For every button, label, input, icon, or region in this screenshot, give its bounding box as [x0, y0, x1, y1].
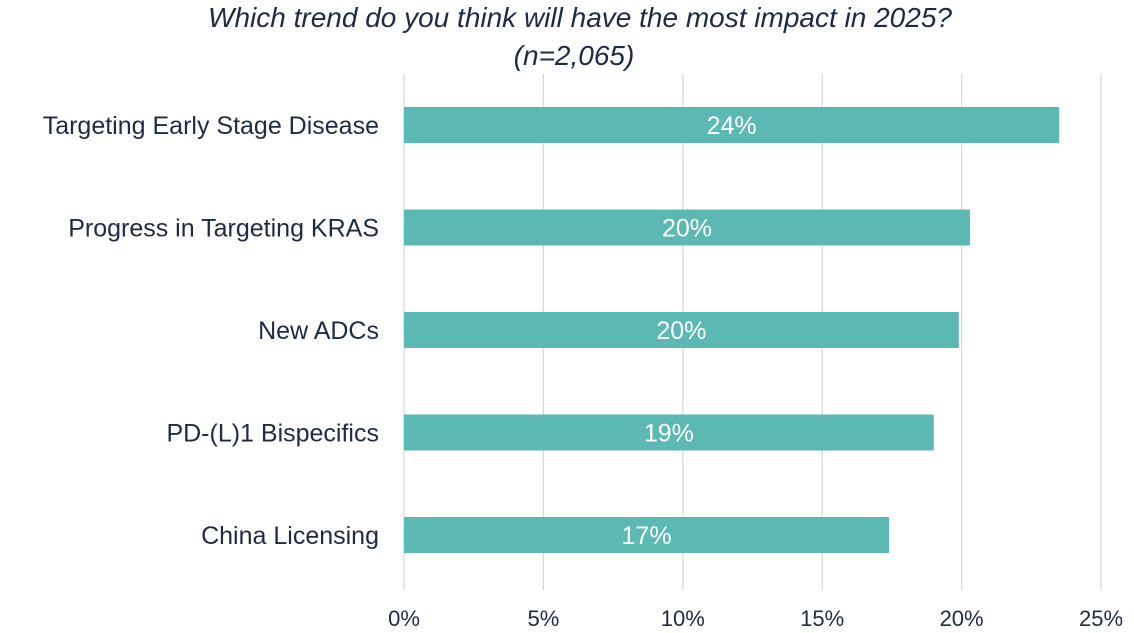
- x-tick-label: 0%: [388, 606, 420, 631]
- category-labels: Targeting Early Stage Disease Progress in…: [43, 112, 379, 550]
- bar-3: [404, 414, 934, 451]
- bar-0: [404, 107, 1060, 143]
- bar-2: [404, 312, 959, 348]
- data-label: 17%: [622, 522, 672, 550]
- chart-subtitle: (n=2,065): [514, 40, 635, 71]
- bar-1: [404, 209, 970, 246]
- bars: 24% 20% 20% 19% 17%: [404, 107, 1060, 553]
- data-label: 24%: [707, 112, 757, 140]
- x-tick-label: 5%: [528, 606, 560, 631]
- data-label: 19%: [644, 420, 694, 448]
- category-label: Progress in Targeting KRAS: [68, 215, 379, 243]
- category-label: PD-(L)1 Bispecifics: [166, 420, 379, 448]
- category-label: Targeting Early Stage Disease: [43, 112, 379, 140]
- chart-title: Which trend do you think will have the m…: [208, 2, 952, 33]
- x-tick-label: 25%: [1079, 606, 1123, 631]
- data-label: 20%: [662, 215, 712, 243]
- x-tick-label: 15%: [800, 606, 844, 631]
- data-label: 20%: [656, 317, 706, 345]
- bar-4: [404, 517, 890, 553]
- x-tick-label: 20%: [940, 606, 984, 631]
- category-label: China Licensing: [201, 522, 379, 550]
- category-label: New ADCs: [258, 317, 379, 345]
- x-tick-label: 10%: [661, 606, 705, 631]
- x-axis-tick-labels: 0% 5% 10% 15% 20% 25%: [388, 606, 1123, 631]
